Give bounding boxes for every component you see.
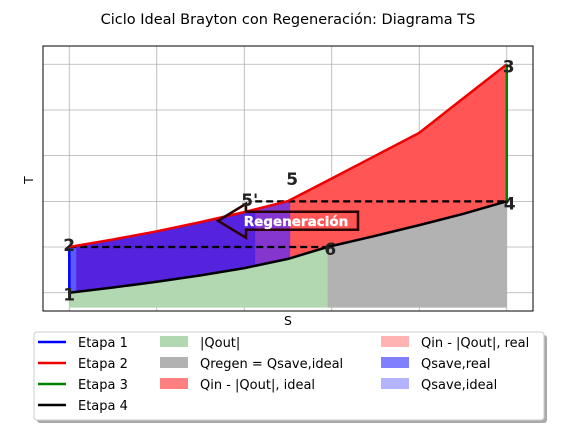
y-axis-label: T (21, 176, 36, 185)
legend-label-3: Etapa 4 (78, 399, 128, 414)
point-label-3: 3 (503, 57, 515, 77)
legend-patch-6 (160, 378, 188, 389)
legend-label-1: Etapa 2 (78, 357, 128, 372)
point-label-1: 1 (63, 286, 75, 306)
plot-area: Regeneración 1 2 3 4 5 5' 6 (42, 45, 534, 312)
area-qout (69, 247, 328, 308)
regeneration-arrow (215, 201, 360, 240)
legend-patch-7 (381, 336, 409, 347)
legend-label-4: |Qout| (200, 336, 240, 351)
point-label-6: 6 (324, 240, 336, 260)
plot-frame (42, 45, 534, 312)
legend-patch-9 (381, 378, 409, 389)
legend-label-5: Qregen = Qsave,ideal (200, 357, 343, 372)
point-label-2: 2 (63, 236, 75, 256)
legend-label-0: Etapa 1 (78, 336, 128, 351)
point-label-4: 4 (504, 194, 516, 214)
legend-label-9: Qsave,ideal (421, 378, 497, 393)
legend-patch-8 (381, 357, 409, 368)
area-qregen (327, 201, 507, 308)
legend: Etapa 1 Etapa 2 Etapa 3 Etapa 4 |Qout| Qregen… (33, 331, 547, 423)
legend-patch-4 (160, 336, 188, 347)
point-label-5: 5 (286, 170, 298, 190)
legend-label-7: Qin - |Qout|, real (421, 336, 529, 351)
legend-label-2: Etapa 3 (78, 378, 128, 393)
legend-patch-5 (160, 357, 188, 368)
series-line-4 (69, 200, 508, 294)
area-qsave-real (69, 209, 256, 293)
legend-label-8: Qsave,real (421, 357, 490, 372)
legend-box (33, 331, 545, 421)
area-stage1-stripe (69, 247, 77, 293)
series-line-2 (69, 63, 508, 249)
chart-title: Ciclo Ideal Brayton con Regeneración: Di… (101, 12, 476, 28)
point-label-5p: 5' (241, 191, 258, 211)
regeneration-label: Regeneración (244, 214, 348, 230)
x-axis-label: S (284, 313, 292, 328)
legend-label-6: Qin - |Qout|, ideal (200, 378, 315, 393)
